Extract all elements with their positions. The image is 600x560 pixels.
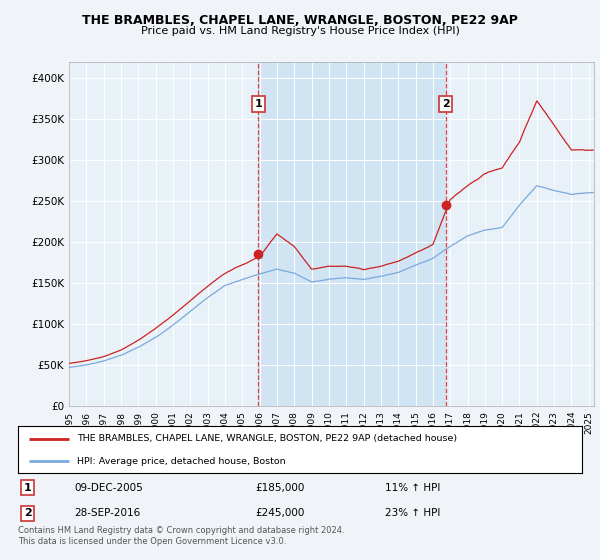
Bar (258, 62, 446, 406)
Text: £245,000: £245,000 (255, 508, 304, 518)
Text: 1: 1 (254, 99, 262, 109)
Text: THE BRAMBLES, CHAPEL LANE, WRANGLE, BOSTON, PE22 9AP (detached house): THE BRAMBLES, CHAPEL LANE, WRANGLE, BOST… (77, 435, 457, 444)
Text: 28-SEP-2016: 28-SEP-2016 (74, 508, 140, 518)
Text: 09-DEC-2005: 09-DEC-2005 (74, 483, 143, 493)
Text: 2: 2 (442, 99, 449, 109)
Text: Price paid vs. HM Land Registry's House Price Index (HPI): Price paid vs. HM Land Registry's House … (140, 26, 460, 36)
Text: HPI: Average price, detached house, Boston: HPI: Average price, detached house, Bost… (77, 457, 286, 466)
Text: £185,000: £185,000 (255, 483, 304, 493)
Text: THE BRAMBLES, CHAPEL LANE, WRANGLE, BOSTON, PE22 9AP: THE BRAMBLES, CHAPEL LANE, WRANGLE, BOST… (82, 14, 518, 27)
Text: 1: 1 (23, 483, 31, 493)
Text: 2: 2 (23, 508, 31, 518)
Text: 23% ↑ HPI: 23% ↑ HPI (385, 508, 440, 518)
Text: 11% ↑ HPI: 11% ↑ HPI (385, 483, 440, 493)
Text: Contains HM Land Registry data © Crown copyright and database right 2024.
This d: Contains HM Land Registry data © Crown c… (18, 526, 344, 546)
